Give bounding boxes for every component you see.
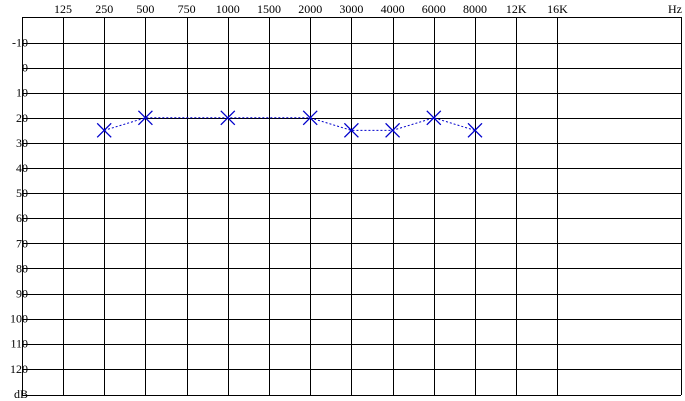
y-tick-60: 60 [16,211,28,225]
x-tick-4000: 4000 [381,2,405,16]
y-unit-label: dB [14,387,28,401]
data-markers [96,110,483,138]
y-tick-30: 30 [16,136,28,150]
x-tick-16K: 16K [547,2,568,16]
x-tick-6000: 6000 [422,2,446,16]
marker-6000hz [426,110,442,126]
x-marker-shape [96,122,112,138]
x-marker-shape [426,110,442,126]
y-tick-120: 120 [10,362,28,376]
y-tick-70: 70 [16,236,28,250]
y-tick-labels: -10 0 10 20 30 40 50 60 70 80 90 100 110 120 [10,36,28,376]
y-tick-10: 10 [16,86,28,100]
vertical-gridlines [22,17,682,395]
x-marker-shape [220,110,236,126]
marker-8000hz [467,122,483,138]
y-tick--10: -10 [12,36,28,50]
x-tick-1000: 1000 [216,2,240,16]
marker-1000hz [220,110,236,126]
x-tick-12K: 12K [506,2,527,16]
marker-2000hz [302,110,318,126]
x-marker-shape [137,110,153,126]
marker-4000hz [385,122,401,138]
x-tick-1500: 1500 [257,2,281,16]
x-unit-label: Hz [668,2,682,16]
y-tick-0: 0 [22,61,28,75]
marker-500hz [137,110,153,126]
y-tick-80: 80 [16,261,28,275]
x-marker-shape [467,122,483,138]
y-tick-100: 100 [10,312,28,326]
x-tick-8000: 8000 [463,2,487,16]
y-tick-40: 40 [16,161,28,175]
x-marker-shape [302,110,318,126]
y-tick-50: 50 [16,186,28,200]
x-tick-3000: 3000 [339,2,363,16]
horizontal-gridlines [22,17,681,396]
x-tick-125: 125 [54,2,72,16]
marker-250hz [96,122,112,138]
x-tick-500: 500 [136,2,154,16]
marker-3000hz [343,122,359,138]
x-tick-750: 750 [178,2,196,16]
x-tick-2000: 2000 [298,2,322,16]
y-tick-110: 110 [10,337,28,351]
y-tick-90: 90 [16,287,28,301]
series-line [104,117,476,131]
x-tick-labels: 125 250 500 750 1000 1500 2000 3000 4000 6000 8000… [54,2,568,16]
x-tick-250: 250 [95,2,113,16]
x-marker-shape [343,122,359,138]
x-marker-shape [385,122,401,138]
y-tick-20: 20 [16,111,28,125]
